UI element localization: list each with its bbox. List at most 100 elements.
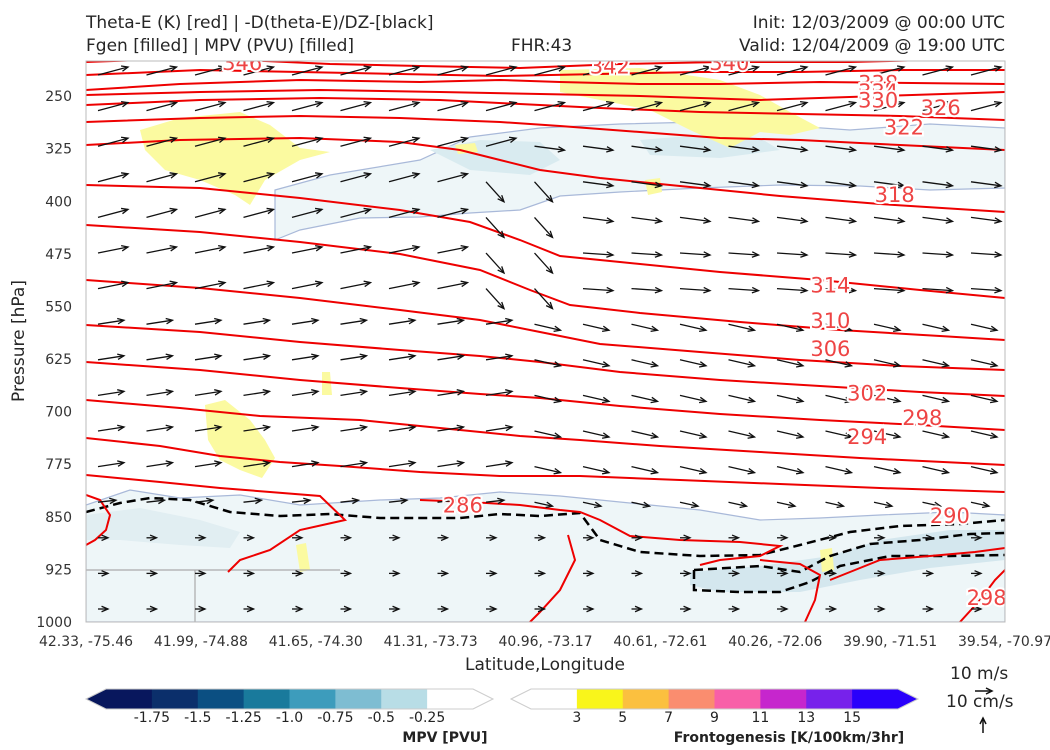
- wind-arrow: [873, 501, 894, 509]
- colorbar-tick-label: 11: [751, 710, 769, 726]
- wind-arrow: [679, 145, 712, 153]
- wind-arrow: [437, 534, 450, 542]
- wind-arrow: [194, 389, 223, 397]
- wind-arrow: [970, 145, 1003, 153]
- wind-arrow: [534, 501, 555, 509]
- wind-arrow: [291, 497, 312, 505]
- colorbar-segment: [531, 689, 578, 709]
- y-tick-label: 325: [45, 142, 72, 158]
- wind-arrow: [340, 570, 353, 577]
- wind-arrow: [922, 359, 951, 368]
- theta-e-contour: [86, 184, 1005, 299]
- wind-arrow: [776, 181, 809, 189]
- wind-key-horizontal-arrow-head: [985, 687, 994, 695]
- wind-arrow: [582, 394, 611, 404]
- theta-e-contour: [86, 114, 1005, 151]
- wind-arrow: [340, 207, 373, 219]
- wind-arrow: [388, 497, 409, 505]
- wind-arrow: [485, 353, 514, 361]
- wind-arrow: [631, 65, 664, 76]
- wind-arrow: [194, 280, 227, 290]
- fgen-colorbar: 3 5 7 9 11 13 15: [509, 688, 920, 726]
- wind-arrow: [776, 65, 809, 76]
- theta-e-label: 338: [858, 71, 898, 95]
- wind-arrow: [485, 288, 506, 310]
- colorbar-segment: [335, 689, 382, 709]
- wind-arrow: [631, 323, 660, 333]
- wind-arrow: [340, 353, 369, 361]
- wind-arrow: [340, 424, 369, 432]
- wind-arrow: [873, 145, 906, 153]
- wind-arrow: [970, 465, 999, 475]
- wind-arrow: [971, 570, 983, 577]
- wind-arrow: [873, 323, 902, 333]
- wind-arrow: [243, 136, 276, 147]
- wind-arrow: [922, 181, 955, 189]
- fgen-fill: [322, 372, 332, 395]
- wind-arrow: [873, 465, 902, 475]
- title-init: Init: 12/03/2009 @ 00:00 UTC: [752, 13, 1005, 33]
- wind-arrow: [534, 252, 554, 275]
- wind-arrow: [194, 244, 227, 254]
- wind-arrow: [437, 280, 470, 290]
- wind-arrow: [922, 100, 955, 112]
- wind-arrow: [776, 145, 809, 153]
- wind-arrow: [437, 65, 470, 76]
- wind-arrow: [922, 145, 955, 153]
- wind-arrow: [146, 244, 179, 254]
- wind-arrow: [243, 460, 272, 468]
- theta-e-label: 310: [810, 309, 850, 333]
- theta-e-contour: [86, 437, 1005, 493]
- wind-arrow: [146, 136, 179, 147]
- wind-arrow: [340, 497, 361, 505]
- colorbar-extend-right: [473, 689, 493, 709]
- wind-arrow: [582, 251, 615, 258]
- wind-key-horizontal-label: 10 m/s: [950, 664, 1009, 684]
- wind-arrow: [922, 501, 943, 509]
- wind-arrow: [874, 570, 886, 577]
- wind-arrow: [291, 317, 320, 325]
- wind-arrow: [388, 353, 417, 361]
- wind-arrow: [922, 430, 951, 439]
- wind-arrow: [97, 424, 126, 432]
- wind-arrow: [485, 460, 514, 468]
- wind-arrow: [291, 460, 320, 468]
- wind-arrow: [583, 605, 595, 613]
- wind-arrow: [679, 100, 712, 112]
- theta-e-label: 322: [884, 116, 924, 140]
- wind-arrow: [146, 424, 175, 432]
- theta-e-contour: [829, 547, 1005, 581]
- wind-arrow: [679, 323, 708, 333]
- wind-arrow: [776, 286, 809, 294]
- colorbar-segment: [714, 689, 761, 709]
- wind-arrow: [922, 394, 951, 404]
- wind-arrow: [679, 394, 708, 404]
- wind-arrow: [728, 359, 757, 368]
- wind-arrow: [485, 389, 514, 397]
- wind-arrow: [631, 465, 660, 475]
- wind-arrow: [582, 145, 615, 153]
- mpv-colorbar-title: MPV [PVU]: [402, 730, 487, 746]
- wind-arrow: [97, 497, 118, 505]
- wind-arrow: [582, 359, 611, 368]
- fgen-fill: [820, 548, 834, 572]
- wind-arrow: [146, 207, 179, 219]
- theta-e-label: 298: [967, 586, 1007, 610]
- wind-arrow: [873, 286, 906, 294]
- wind-arrow: [728, 534, 741, 542]
- dthetae-dz-contour: [692, 553, 1005, 594]
- colorbar-tick-label: 13: [797, 710, 815, 726]
- wind-arrow: [485, 65, 518, 76]
- colorbar-segment: [106, 689, 153, 709]
- wind-arrow: [194, 424, 223, 432]
- wind-arrow: [534, 394, 563, 404]
- wind-arrow: [243, 534, 256, 542]
- wind-arrow: [340, 389, 369, 397]
- title-valid: Valid: 12/04/2009 @ 19:00 UTC: [739, 36, 1005, 56]
- wind-arrow: [340, 280, 373, 290]
- wind-arrow: [291, 172, 324, 183]
- wind-arrow: [388, 424, 417, 432]
- title-left-line2: Fgen [filled] | MPV (PVU) [filled]: [86, 36, 355, 56]
- wind-arrow: [583, 570, 595, 577]
- x-axis-label: Latitude,Longitude: [465, 655, 625, 675]
